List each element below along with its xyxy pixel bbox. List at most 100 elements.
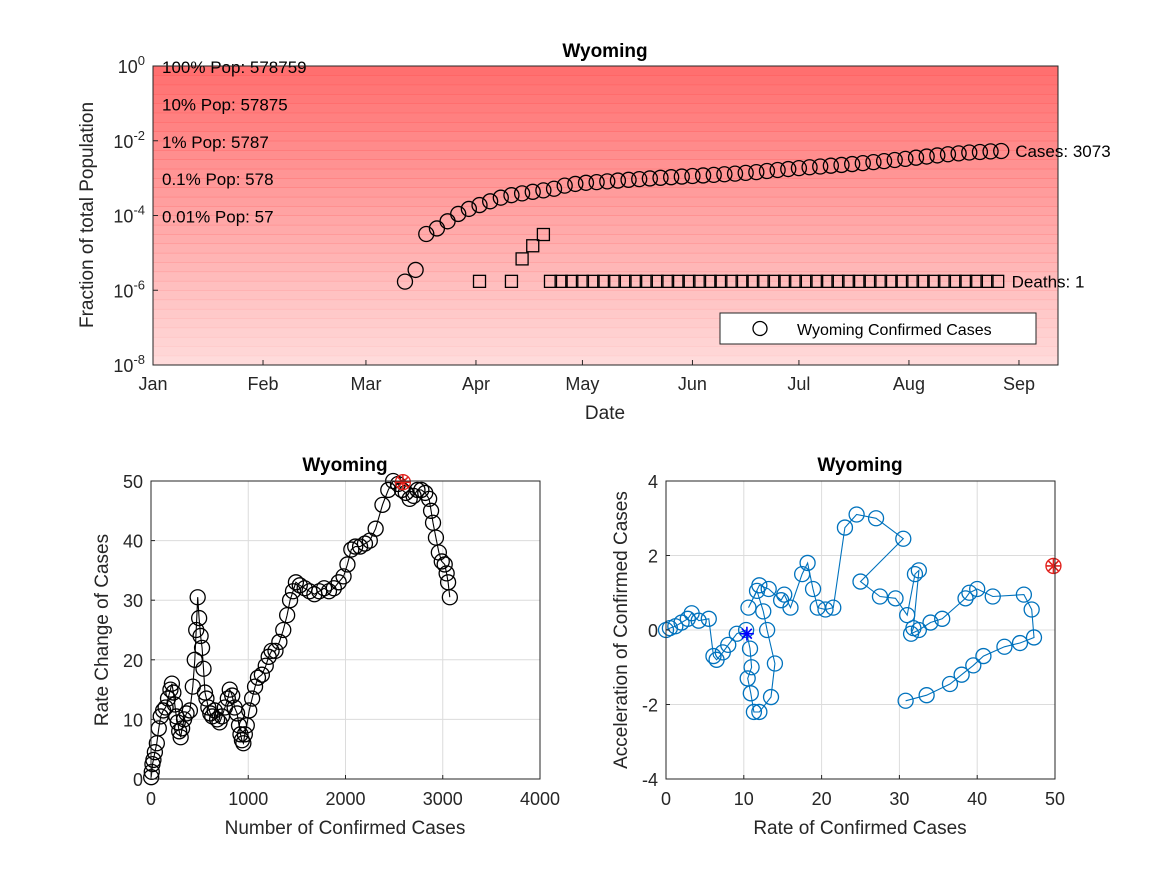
case-marker (652, 169, 669, 186)
death-marker (536, 227, 551, 242)
data-point-marker (836, 519, 854, 536)
data-point-marker (975, 647, 992, 665)
death-marker (948, 274, 962, 289)
band-gradient (153, 290, 1058, 301)
data-point-marker (906, 565, 924, 583)
case-marker (545, 180, 563, 197)
y-tick-label: 40 (123, 532, 143, 552)
y-tick-exponent: -8 (133, 352, 145, 367)
case-marker (907, 149, 925, 166)
data-point-marker (910, 621, 927, 639)
case-marker (631, 170, 648, 188)
population-band-label: 0.01% Pop: 57 (162, 208, 274, 227)
y-tick-label: 2 (648, 547, 658, 567)
data-point-marker (700, 610, 717, 627)
latest-point-marker (395, 475, 410, 490)
data-point-marker (441, 589, 458, 606)
death-marker (515, 252, 529, 266)
data-point-marker (918, 687, 935, 704)
data-point-marker (953, 666, 970, 683)
case-marker (769, 161, 786, 179)
y-tick-label: -4 (642, 770, 658, 790)
data-point-marker (253, 666, 271, 683)
data-point-marker (867, 510, 885, 527)
band-gradient (153, 234, 1058, 245)
death-marker (756, 274, 771, 289)
rate-trajectory (143, 472, 458, 786)
case-marker (929, 147, 946, 164)
population-band-label: 0.1% Pop: 578 (162, 170, 274, 189)
death-marker (863, 274, 877, 289)
band-gradient (153, 178, 1058, 188)
data-point-marker (742, 685, 759, 702)
data-point-marker (902, 625, 920, 642)
band-gradient (153, 94, 1058, 104)
band-gradient (153, 187, 1058, 198)
x-tick-label: Feb (248, 374, 279, 394)
case-marker (971, 143, 989, 161)
case-marker (737, 164, 754, 182)
case-marker (599, 173, 616, 190)
data-point-marker (257, 657, 274, 674)
axis-ticks: 0 10 20 30 40 50 -4 -2 0 2 4 (642, 472, 1065, 809)
data-point-marker (281, 592, 299, 609)
data-point-marker (433, 553, 450, 570)
data-point-marker (887, 590, 904, 607)
population-band-labels: 100% Pop: 578759 10% Pop: 57875 1% Pop: 57… (162, 58, 307, 227)
band-gradient (153, 262, 1058, 273)
data-point-marker (192, 627, 209, 645)
death-marker (597, 274, 611, 289)
data-point-marker (189, 589, 206, 606)
acceleration-vs-rate-plot: 0 10 20 30 40 50 -4 -2 0 2 4 Wyoming Rate of Confi… (611, 455, 1065, 839)
data-point-marker (145, 751, 162, 769)
data-point-marker (782, 599, 799, 616)
case-marker (482, 193, 499, 210)
case-marker (535, 182, 552, 199)
death-marker (873, 274, 888, 289)
x-tick-label: Jul (787, 374, 810, 394)
data-point-marker (751, 703, 768, 721)
x-axis-label: Number of Confirmed Cases (225, 818, 466, 839)
data-point-marker (287, 574, 305, 591)
band-gradient (153, 159, 1058, 170)
case-marker (822, 157, 840, 174)
data-point-marker (249, 669, 267, 686)
death-marker (586, 274, 600, 289)
data-point-marker (367, 520, 384, 537)
legend-label: Wyoming Confirmed Cases (797, 322, 992, 339)
x-tick-label: 10 (734, 789, 754, 809)
case-marker (641, 170, 659, 187)
data-point-marker (178, 705, 195, 722)
band-gradient (153, 196, 1058, 207)
case-marker (801, 159, 818, 176)
case-marker (918, 148, 935, 165)
latest-point-circle (1045, 557, 1062, 575)
data-point-marker (291, 577, 308, 594)
y-tick-label: 10-6 (113, 277, 145, 301)
plot-title: Wyoming (817, 455, 902, 476)
x-tick-label: Sep (1003, 374, 1035, 394)
data-point-marker (190, 609, 208, 627)
data-point-marker (339, 556, 356, 573)
start-point-marker (739, 626, 754, 641)
data-point-marker (910, 562, 927, 579)
band-gradient (153, 66, 1058, 76)
case-marker (684, 167, 701, 185)
data-point-marker (760, 580, 777, 598)
death-marker (554, 274, 568, 289)
death-marker (841, 274, 856, 289)
data-point-marker (871, 588, 889, 605)
death-marker (895, 274, 909, 289)
y-tick-exponent: -2 (133, 128, 145, 143)
x-tick-label: 2000 (325, 789, 365, 809)
death-marker (916, 274, 930, 289)
data-point-marker (166, 696, 183, 713)
x-tick-label: 4000 (520, 789, 560, 809)
data-point-marker (193, 639, 211, 657)
death-marker (767, 274, 781, 289)
population-band-label: 1% Pop: 5787 (162, 133, 269, 152)
case-marker (939, 146, 957, 163)
y-tick-label: 0 (648, 621, 658, 641)
death-marker (927, 274, 941, 289)
case-marker (726, 165, 744, 182)
